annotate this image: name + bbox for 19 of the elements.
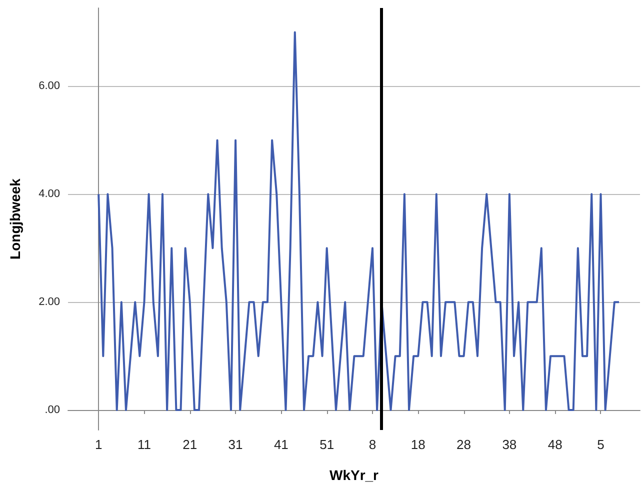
x-tick-label: 5 (597, 437, 604, 452)
y-tick-label: 2.00 (38, 296, 60, 308)
x-tick-label: 18 (410, 437, 426, 452)
x-tick-label: 8 (368, 437, 376, 452)
x-tick-label: 28 (456, 437, 472, 452)
x-tick-label: 31 (228, 437, 243, 452)
y-axis-title: Longjbweek (7, 178, 23, 260)
x-tick-label: 38 (502, 437, 517, 452)
x-tick-label: 1 (94, 437, 102, 452)
x-tick-label: 41 (274, 437, 288, 452)
x-tick-label: 48 (548, 437, 562, 452)
x-tick-label: 21 (182, 437, 198, 452)
y-tick-label: .00 (44, 404, 60, 416)
line-series (98, 31, 620, 412)
y-tick-label: 4.00 (38, 188, 60, 200)
y-tick-label: 6.00 (38, 80, 60, 92)
x-tick-label: 11 (137, 437, 151, 452)
x-tick-label: 51 (320, 437, 334, 452)
x-axis-title: WkYr_r (329, 467, 380, 483)
